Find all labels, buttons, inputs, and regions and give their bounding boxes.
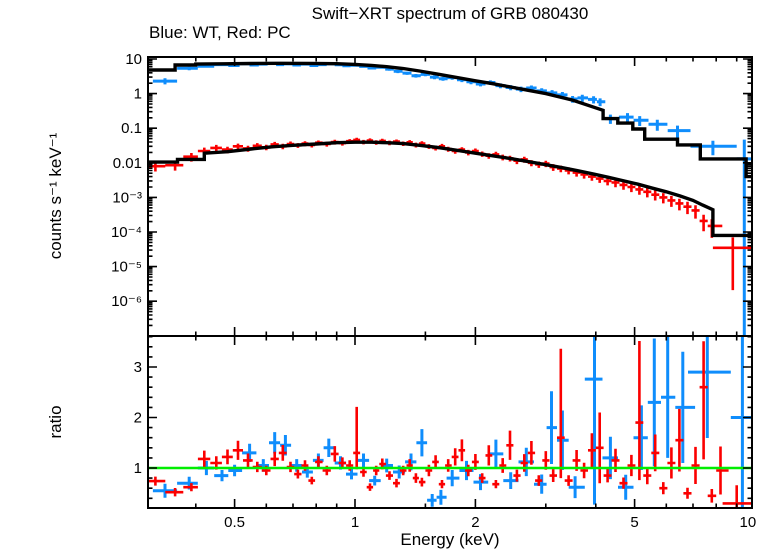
x-tick-label: 0.5: [224, 514, 245, 531]
y-tick-label: 10⁻³: [112, 189, 142, 206]
ratio-tick-label: 2: [134, 410, 142, 427]
x-tick-label: 1: [351, 514, 359, 531]
x-tick-label: 5: [630, 514, 638, 531]
y-tick-label: 10⁻⁵: [111, 259, 142, 276]
chart-title: Swift−XRT spectrum of GRB 080430: [311, 4, 589, 23]
y-tick-label: 0.1: [121, 120, 142, 137]
ratio-tick-label: 3: [134, 359, 142, 376]
ratio-tick-label: 1: [134, 460, 142, 477]
x-tick-label: 2: [471, 514, 479, 531]
y-tick-label: 0.01: [113, 155, 142, 172]
x-tick-label: 10: [740, 514, 757, 531]
x-axis-label: Energy (keV): [400, 530, 500, 549]
y-axis-label-counts: counts s⁻¹ keV⁻¹: [46, 132, 65, 260]
y-axis-label-ratio: ratio: [46, 405, 65, 439]
y-tick-label: 10⁻⁶: [111, 293, 142, 310]
y-tick-label: 1: [134, 86, 142, 103]
y-tick-label: 10⁻⁴: [111, 224, 142, 241]
y-tick-label: 10: [125, 51, 142, 68]
chart-legend-text: Blue: WT, Red: PC: [149, 23, 291, 42]
